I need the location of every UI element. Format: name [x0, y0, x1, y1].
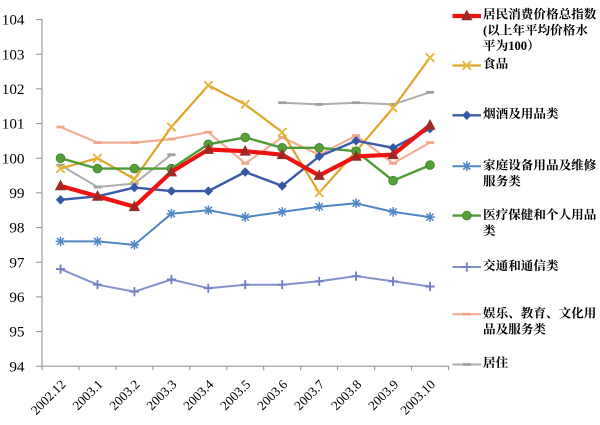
svg-text:居民消费价格总指数: 居民消费价格总指数: [483, 8, 597, 22]
svg-text:居住: 居住: [483, 356, 509, 370]
svg-text:103: 103: [2, 46, 25, 63]
svg-text:烟酒及用品类: 烟酒及用品类: [482, 107, 559, 121]
svg-text:平为100）: 平为100）: [483, 39, 540, 53]
svg-text:99: 99: [9, 185, 24, 202]
svg-text:(以上年平均价格水: (以上年平均价格水: [483, 23, 588, 37]
svg-text:娱乐、教育、文化用: 娱乐、教育、文化用: [483, 307, 596, 321]
svg-text:96: 96: [9, 289, 25, 306]
svg-text:94: 94: [9, 358, 25, 375]
svg-text:97: 97: [9, 254, 25, 271]
svg-text:类: 类: [483, 224, 496, 238]
svg-text:品及服务类: 品及服务类: [483, 322, 546, 336]
svg-text:98: 98: [9, 220, 25, 237]
svg-text:家庭设备用品及维修: 家庭设备用品及维修: [483, 159, 597, 173]
svg-text:医疗保健和个人用品: 医疗保健和个人用品: [483, 208, 597, 222]
svg-text:食品: 食品: [483, 57, 509, 71]
svg-text:101: 101: [2, 116, 25, 133]
svg-text:104: 104: [2, 12, 25, 29]
svg-text:100: 100: [2, 150, 25, 167]
svg-text:102: 102: [2, 81, 25, 98]
svg-text:交通和通信类: 交通和通信类: [483, 259, 559, 273]
svg-text:服务类: 服务类: [483, 174, 521, 188]
svg-text:95: 95: [9, 324, 24, 341]
